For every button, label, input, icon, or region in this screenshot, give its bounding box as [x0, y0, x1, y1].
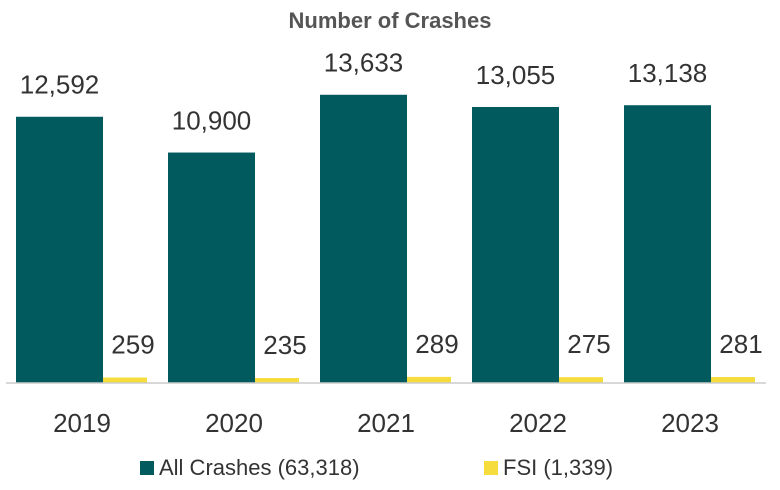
bar — [668, 377, 755, 383]
legend-swatch — [140, 461, 154, 475]
data-label: 10,900 — [172, 105, 252, 135]
legend-swatch — [484, 461, 498, 475]
x-tick-label: 2021 — [357, 408, 415, 438]
x-tick-label: 2022 — [509, 408, 567, 438]
data-label: 13,138 — [628, 58, 708, 88]
bar — [516, 377, 603, 383]
bar — [168, 152, 255, 383]
x-tick-label: 2023 — [661, 408, 719, 438]
bar — [60, 377, 147, 383]
data-label: 13,055 — [476, 60, 556, 90]
x-tick-label: 2020 — [205, 408, 263, 438]
data-label: 259 — [111, 329, 154, 359]
data-label: 235 — [263, 330, 306, 360]
chart-title: Number of Crashes — [289, 8, 492, 33]
data-label: 13,633 — [324, 48, 404, 78]
data-label: 281 — [719, 329, 762, 359]
bar — [212, 378, 299, 383]
bar — [472, 106, 559, 383]
bar — [624, 105, 711, 383]
legend-label: FSI (1,339) — [503, 455, 613, 480]
bar — [320, 94, 407, 383]
bar — [16, 116, 103, 384]
bar — [364, 376, 451, 383]
data-label: 275 — [567, 329, 610, 359]
data-label: 289 — [415, 329, 458, 359]
data-label: 12,592 — [20, 70, 100, 100]
x-tick-label: 2019 — [53, 408, 111, 438]
legend-label: All Crashes (63,318) — [159, 455, 360, 480]
